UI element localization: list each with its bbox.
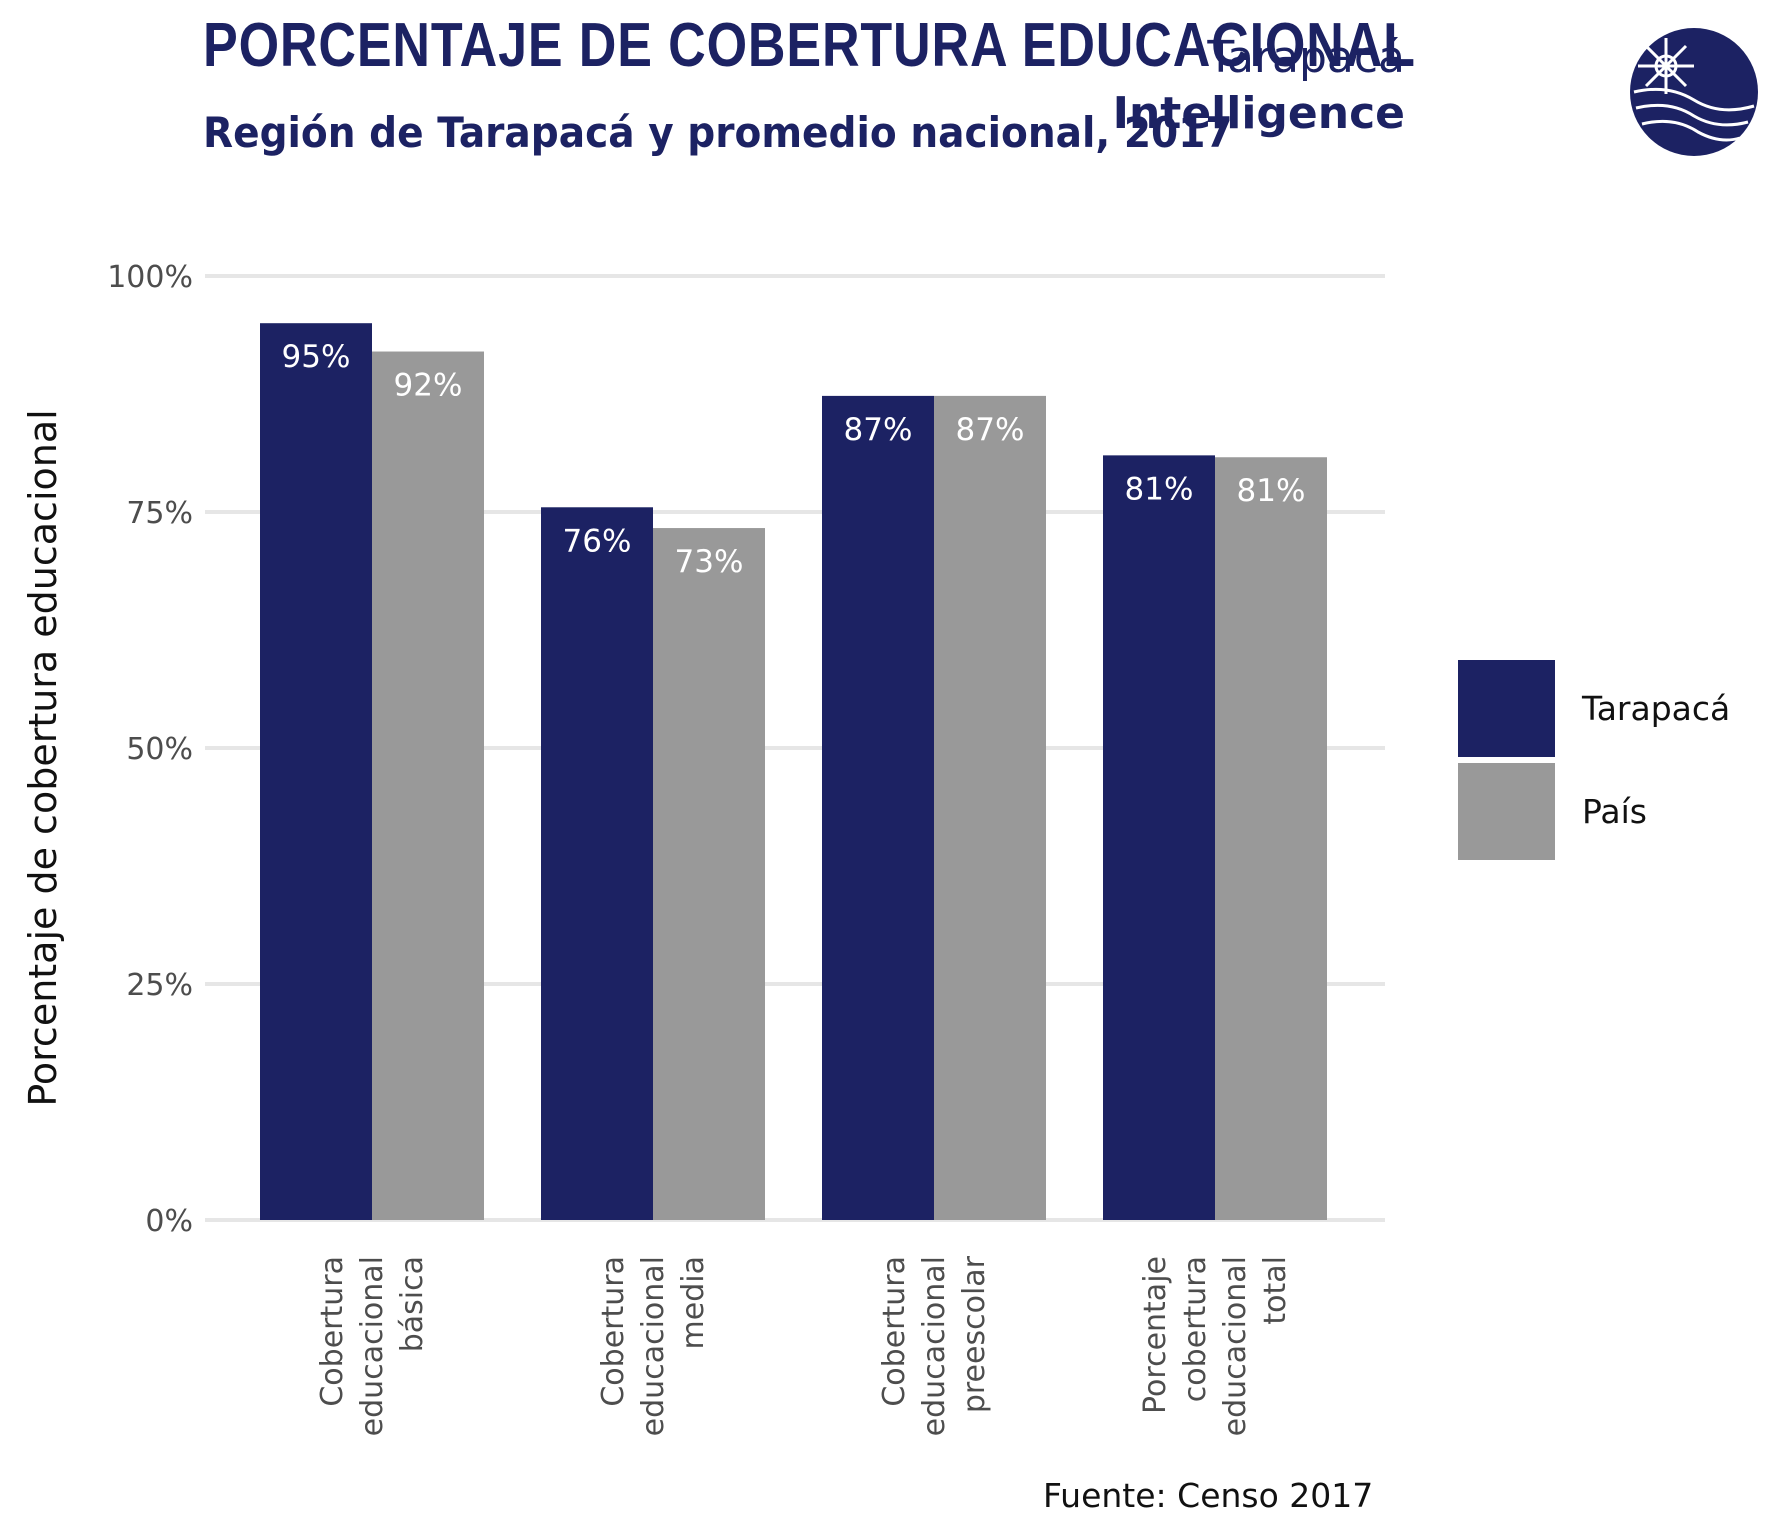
x-category-label: Porcentaje cobertura educacional total <box>1138 1256 1293 1436</box>
brand-line-1: Tarapacá <box>1207 32 1405 83</box>
x-category-line: Cobertura <box>596 1256 631 1407</box>
chart-subtitle: Región de Tarapacá y promedio nacional, … <box>203 108 1233 157</box>
globe-compass-icon <box>1630 28 1758 156</box>
y-tick-label: 0% <box>145 1204 193 1239</box>
legend-label: Tarapacá <box>1581 689 1730 728</box>
y-tick-label: 75% <box>126 496 193 531</box>
data-label: 81% <box>1237 473 1306 509</box>
x-category-line: preescolar <box>957 1255 992 1413</box>
brand-line-2: Intelligence <box>1112 88 1405 139</box>
data-label: 95% <box>282 339 351 375</box>
legend: Tarapacá País <box>1458 660 1730 860</box>
x-category-label: Cobertura educacional media <box>596 1256 711 1436</box>
bar-chart: 0% 25% 50% 75% 100% Porcentaje de cobertura … <box>21 260 1730 1436</box>
bars <box>260 323 1327 1220</box>
chart-title: PORCENTAJE DE COBERTURA EDUCACIONAL <box>203 11 1416 80</box>
bar-tarapaca-3 <box>1103 455 1215 1220</box>
bar-pais-1 <box>653 528 765 1220</box>
chart-header: PORCENTAJE DE COBERTURA EDUCACIONAL Regi… <box>0 0 1771 180</box>
x-category-line: Porcentaje <box>1138 1256 1173 1414</box>
data-label: 87% <box>844 412 913 448</box>
x-category-line: media <box>676 1256 711 1349</box>
bar-tarapaca-0 <box>260 323 372 1220</box>
bar-tarapaca-2 <box>822 395 934 1220</box>
x-category-label: Cobertura educacional básica <box>315 1256 430 1436</box>
x-category-line: educacional <box>636 1256 671 1436</box>
data-label: 73% <box>675 544 744 580</box>
y-tick-label: 50% <box>126 732 193 767</box>
x-category-label: Cobertura educacional preescolar <box>877 1255 992 1436</box>
legend-swatch-pais <box>1458 763 1555 860</box>
x-category-line: educacional <box>1218 1256 1253 1436</box>
x-category-line: Cobertura <box>877 1256 912 1407</box>
brand-wordmark: Tarapacá Intelligence <box>1113 30 1405 142</box>
bar-tarapaca-1 <box>541 507 653 1220</box>
bar-pais-3 <box>1215 457 1327 1220</box>
y-axis-ticks: 0% 25% 50% 75% 100% <box>107 260 193 1239</box>
data-label: 87% <box>956 412 1025 448</box>
data-labels: 95% 76% 87% 81% 92% 73% 87% 81% <box>282 339 1306 580</box>
y-axis-label: Porcentaje de cobertura educacional <box>21 409 65 1106</box>
source-note: Fuente: Censo 2017 <box>1043 1476 1374 1515</box>
x-category-line: educacional <box>917 1256 952 1436</box>
x-category-line: Cobertura <box>315 1256 350 1407</box>
bar-pais-2 <box>934 395 1046 1220</box>
y-tick-label: 25% <box>126 968 193 1003</box>
y-tick-label: 100% <box>107 260 193 295</box>
data-label: 76% <box>563 523 632 559</box>
x-category-line: educacional <box>355 1256 390 1436</box>
data-label: 81% <box>1125 471 1194 507</box>
x-category-line: cobertura <box>1178 1256 1213 1402</box>
legend-label: País <box>1582 792 1647 831</box>
data-label: 92% <box>394 368 463 404</box>
x-category-line: básica <box>395 1256 430 1352</box>
x-category-line: total <box>1258 1256 1293 1325</box>
legend-swatch-tarapaca <box>1458 660 1555 757</box>
bar-pais-0 <box>372 351 484 1220</box>
x-axis-categories: Cobertura educacional básica Cobertura educa… <box>315 1255 1293 1436</box>
